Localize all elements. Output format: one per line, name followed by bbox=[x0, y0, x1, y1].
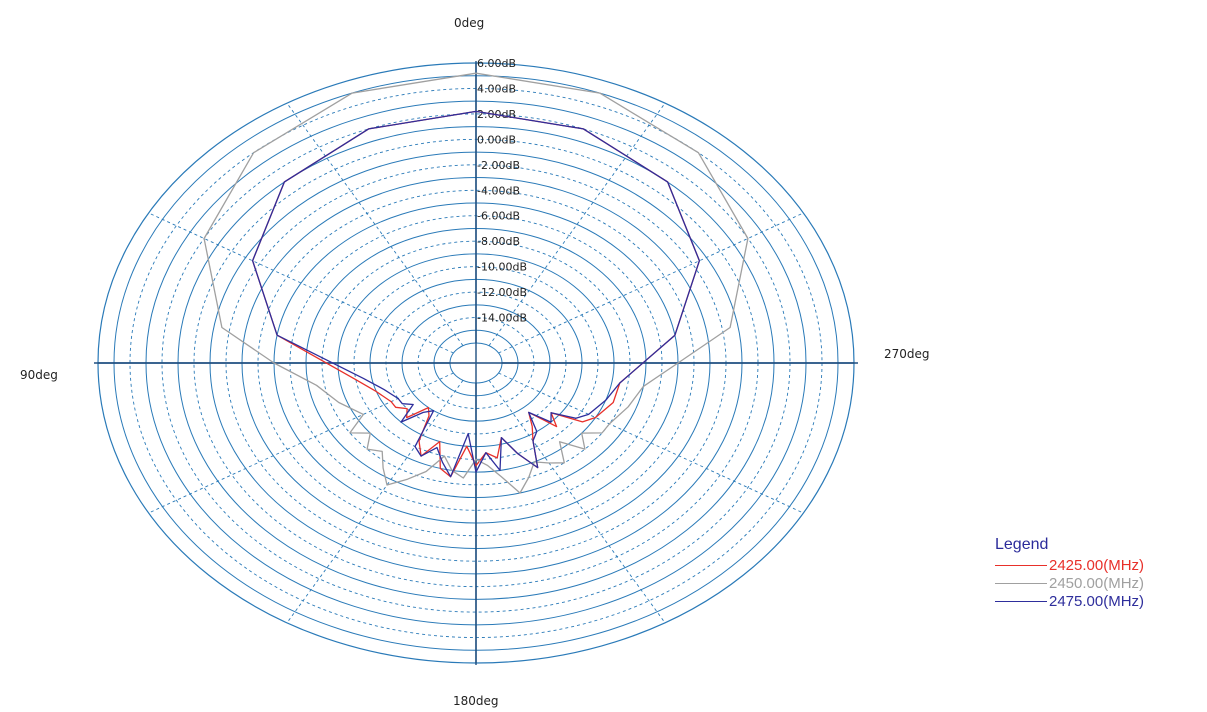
grid-spoke bbox=[498, 372, 804, 514]
legend-entry-2450: 2450.00(MHz) bbox=[995, 574, 1144, 592]
radial-tick-label: -4.00dB bbox=[477, 184, 520, 197]
legend-label: 2425.00(MHz) bbox=[1049, 556, 1145, 574]
grid-spoke bbox=[148, 212, 454, 354]
radial-tick-label: -10.00dB bbox=[477, 261, 527, 274]
series-line bbox=[251, 110, 701, 478]
legend-label: 2450.00(MHz) bbox=[1049, 574, 1145, 592]
legend-swatch bbox=[995, 600, 1047, 602]
grid-spoke bbox=[488, 102, 666, 346]
legend-swatch bbox=[995, 564, 1047, 566]
grid-spoke bbox=[488, 380, 666, 624]
angle-label-0deg: 0deg bbox=[454, 16, 485, 30]
legend-entry-2475: 2475.00(MHz) bbox=[995, 592, 1144, 610]
radial-tick-label: 0.00dB bbox=[477, 133, 516, 146]
series-line bbox=[203, 72, 749, 494]
angle-label-90deg: 90deg bbox=[20, 368, 58, 382]
legend-title: Legend bbox=[995, 536, 1049, 553]
legend-label: 2475.00(MHz) bbox=[1049, 592, 1145, 610]
grid-spoke bbox=[148, 372, 454, 514]
radial-tick-label: -14.00dB bbox=[477, 312, 527, 325]
radial-tick-label: -2.00dB bbox=[477, 159, 520, 172]
legend: Legend 2425.00(MHz) 2450.00(MHz) 2475.00… bbox=[995, 536, 1144, 610]
grid-spoke bbox=[286, 380, 464, 624]
radial-tick-label: 4.00dB bbox=[477, 82, 516, 95]
angle-label-180deg: 180deg bbox=[453, 694, 499, 708]
series-line bbox=[251, 110, 701, 478]
grid-spoke bbox=[286, 102, 464, 346]
grid-spoke bbox=[498, 212, 804, 354]
radial-tick-label: -6.00dB bbox=[477, 210, 520, 223]
angle-label-270deg: 270deg bbox=[884, 347, 930, 361]
radial-tick-label: -12.00dB bbox=[477, 286, 527, 299]
legend-swatch bbox=[995, 582, 1047, 584]
legend-entry-2425: 2425.00(MHz) bbox=[995, 556, 1144, 574]
radial-tick-label: -8.00dB bbox=[477, 235, 520, 248]
radial-tick-label: 6.00dB bbox=[477, 57, 516, 70]
